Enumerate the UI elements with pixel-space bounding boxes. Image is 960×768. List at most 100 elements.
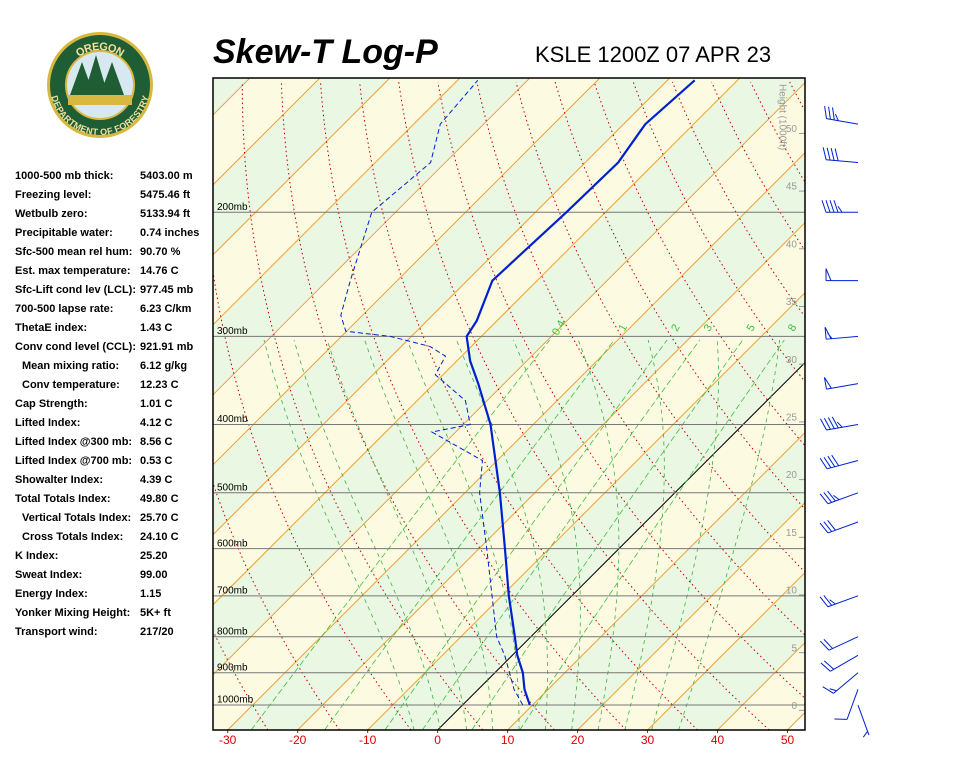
index-label: Lifted Index @300 mb: — [15, 436, 132, 448]
y-tick-label: 200mb — [217, 202, 248, 213]
index-label: 1000-500 mb thick: — [15, 170, 113, 182]
index-label: Sweat Index: — [15, 569, 82, 581]
y2-tick-label: 15 — [786, 528, 798, 539]
moist-adiabat — [678, 339, 781, 730]
x-tick-label: -30 — [219, 733, 237, 747]
y-tick-label: 300mb — [217, 326, 248, 337]
index-label: Total Totals Index: — [15, 493, 111, 505]
wind-barb — [819, 519, 859, 534]
y2-tick-label: 45 — [786, 182, 798, 193]
wind-barb — [824, 106, 859, 125]
moist-adiabat — [263, 339, 415, 730]
isotherm — [213, 78, 531, 396]
mixing-ratio-line — [471, 339, 744, 730]
index-label: Freezing level: — [15, 189, 91, 201]
index-label: Cross Totals Index: — [22, 531, 123, 543]
isotherm — [227, 151, 805, 730]
index-value: 1.43 C — [140, 322, 172, 334]
index-value: 4.39 C — [140, 474, 172, 486]
y-tick-label: 800mb — [217, 626, 248, 637]
index-value: 0.53 C — [140, 455, 172, 467]
isotherm — [437, 361, 805, 730]
dry-adiabat — [593, 81, 805, 447]
index-value: 6.23 C/km — [140, 303, 192, 315]
y-tick-label: 700mb — [217, 585, 248, 596]
indices-table: 1000-500 mb thick: 5403.00 m Freezing leve… — [15, 170, 199, 638]
index-label: Est. max temperature: — [15, 265, 131, 277]
mixing-ratio-line — [519, 339, 785, 730]
mixing-ratio-label: 8 — [786, 322, 799, 333]
moist-adiabat — [624, 339, 665, 730]
x-tick-label: 10 — [501, 733, 515, 747]
wind-barb — [825, 268, 858, 282]
dry-adiabat — [907, 82, 960, 730]
x-tick-label: 20 — [571, 733, 585, 747]
logo-top-path: OREGON — [74, 41, 126, 60]
mixing-ratio-line — [384, 339, 668, 730]
dry-adiabat — [320, 81, 627, 730]
index-label: Transport wind: — [15, 626, 98, 638]
index-label: Energy Index: — [15, 588, 88, 600]
isotherm — [213, 78, 461, 326]
wind-barb — [822, 147, 859, 163]
isotherm — [213, 78, 391, 256]
logo-ground — [68, 95, 132, 105]
dry-adiabat — [789, 81, 805, 112]
index-value: 14.76 C — [140, 265, 179, 277]
isotherm — [507, 431, 805, 730]
mixing-ratio-label: 3 — [702, 322, 715, 333]
index-label: Sfc-500 mean rel hum: — [15, 246, 132, 258]
wind-barb — [857, 704, 870, 738]
index-label: Vertical Totals Index: — [22, 512, 131, 524]
y2-tick-label: 35 — [786, 297, 798, 308]
x-tick-label: 0 — [434, 733, 441, 747]
chart-title: Skew-T Log-P — [213, 33, 438, 71]
index-label: Mean mixing ratio: — [22, 360, 119, 372]
index-value: 49.80 C — [140, 493, 179, 505]
y2-tick-label: 10 — [786, 586, 798, 597]
moist-adiabat — [406, 339, 520, 730]
index-value: 8.56 C — [140, 436, 172, 448]
y-tick-label: 500mb — [217, 482, 248, 493]
isotherm — [787, 711, 805, 730]
plot-overlay: 1000mb 900mb 800mb 700mb 600mb 500mb 400mb 300m… — [217, 84, 805, 747]
wind-barb — [819, 595, 859, 608]
index-value: 5475.46 ft — [140, 189, 190, 201]
isotherm — [367, 291, 805, 730]
dewpoint-trace — [340, 80, 524, 706]
y2-tick-label: 5 — [791, 643, 797, 654]
y-tick-label: 900mb — [217, 662, 248, 673]
logo-top-text: OREGON — [74, 41, 126, 60]
y2-axis-label: Height (1000ft) — [776, 84, 787, 150]
mixing-ratio-label: 1 — [617, 322, 630, 333]
x-tick-label: 30 — [641, 733, 655, 747]
wind-barb — [834, 689, 859, 720]
dry-adiabat — [554, 81, 805, 510]
x-tick-label: -10 — [359, 733, 377, 747]
index-value: 4.12 C — [140, 417, 172, 429]
index-label: Precipitable water: — [15, 227, 113, 239]
moist-adiabat — [326, 339, 468, 730]
index-value: 921.91 mb — [140, 341, 193, 353]
moist-adiabat — [364, 339, 494, 730]
isotherm — [213, 78, 601, 466]
logo-trees — [70, 55, 124, 95]
dry-adiabat — [868, 82, 960, 730]
isotherm — [213, 78, 741, 606]
plot-area: 0.4 1 2 3 5 8 — [213, 78, 960, 730]
index-value: 5133.94 ft — [140, 208, 190, 220]
y2-tick-label: 30 — [786, 355, 798, 366]
index-value: 90.70 % — [140, 246, 181, 258]
index-value: 6.12 g/kg — [140, 360, 187, 372]
wind-barb — [819, 636, 859, 651]
dry-adiabat — [213, 481, 340, 730]
plot-frame — [212, 77, 806, 731]
isotherm — [577, 501, 805, 730]
index-value: 0.74 inches — [140, 227, 199, 239]
y2-tick-label: 20 — [786, 470, 798, 481]
index-value: 1.15 — [140, 588, 161, 600]
wind-barb — [819, 454, 859, 470]
index-value: 99.00 — [140, 569, 168, 581]
index-label: 700-500 lapse rate: — [15, 303, 113, 315]
